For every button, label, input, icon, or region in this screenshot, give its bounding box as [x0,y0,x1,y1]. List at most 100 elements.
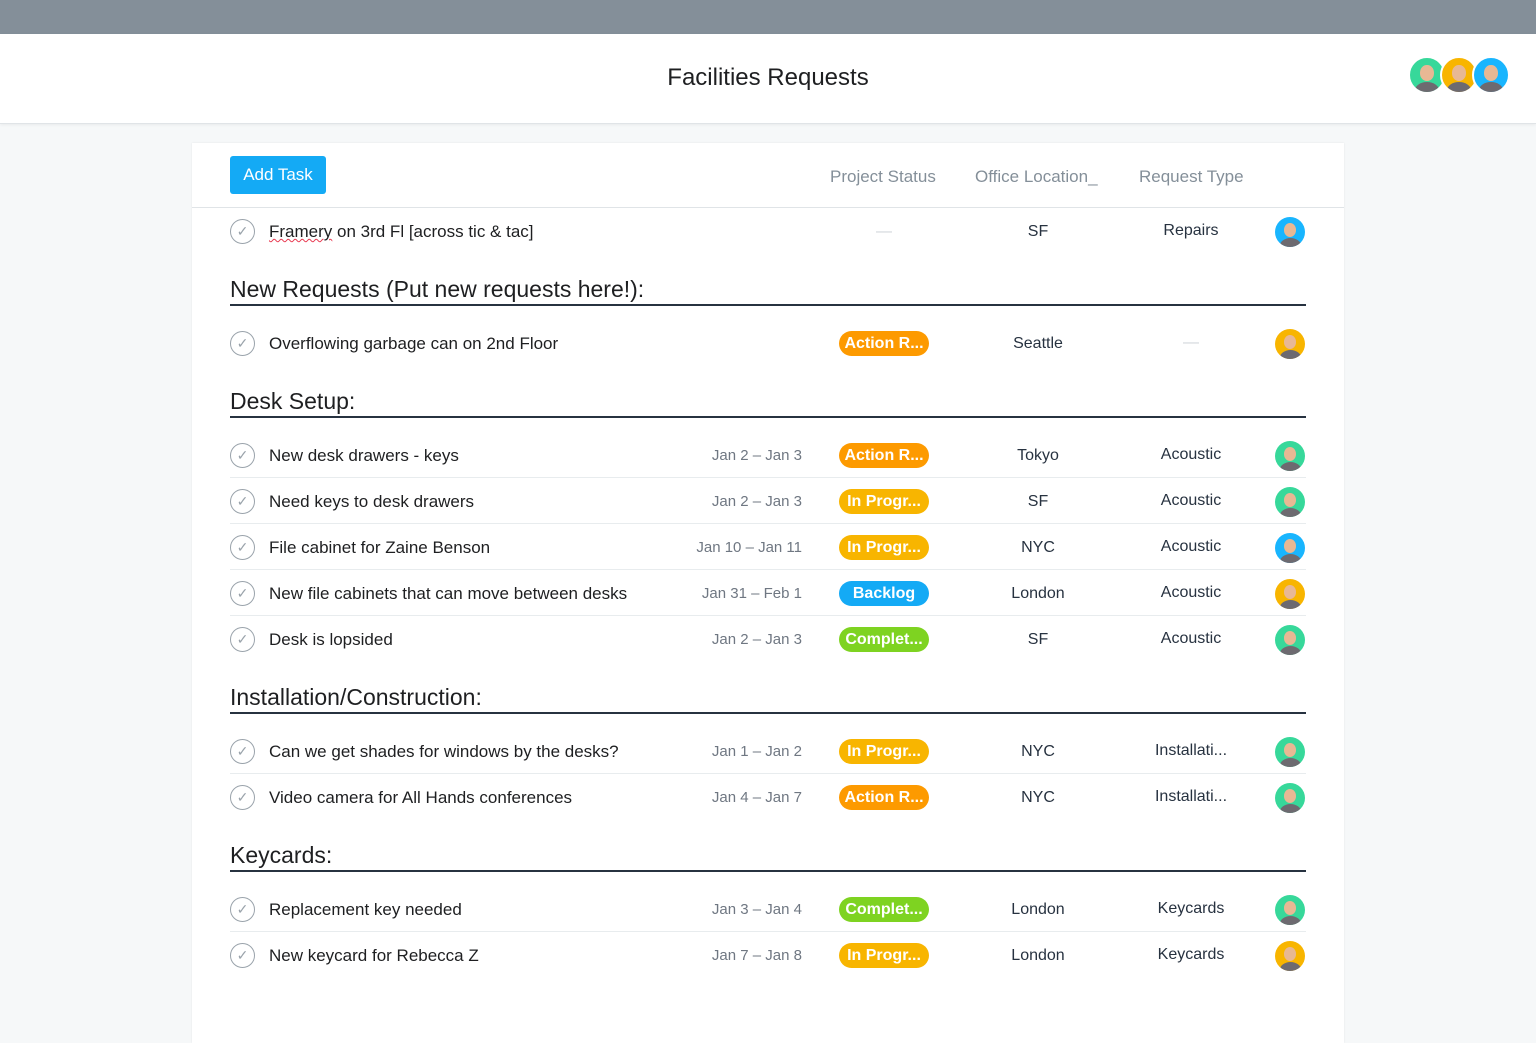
office-location[interactable]: SF [1027,223,1049,240]
task-row[interactable]: ✓ Video camera for All Hands conferences … [230,774,1306,820]
due-date[interactable]: Jan 2 – Jan 3 [711,447,802,464]
status-pill[interactable]: Action R... [839,443,929,468]
member-avatar[interactable] [1408,56,1446,94]
assignee-avatar[interactable] [1275,579,1305,609]
request-type[interactable]: Keycards [1157,946,1225,963]
request-type[interactable]: Installati... [1154,788,1228,805]
task-name[interactable]: New file cabinets that can move between … [269,584,628,603]
status-pill[interactable]: In Progr... [839,943,929,968]
section-header[interactable]: Installation/Construction: [230,662,1306,714]
status-pill[interactable]: In Progr... [839,535,929,560]
task-name[interactable]: File cabinet for Zaine Benson [269,538,491,557]
check-icon[interactable]: ✓ [230,739,255,764]
office-location[interactable]: Tokyo [1017,447,1059,464]
office-location[interactable]: London [1011,901,1065,918]
task-row[interactable]: ✓ Overflowing garbage can on 2nd Floor Ac… [230,320,1306,366]
task-row[interactable]: ✓ File cabinet for Zaine Benson Jan 10 – … [230,524,1306,570]
request-type[interactable]: Repairs [1163,222,1219,239]
due-date[interactable]: Jan 2 – Jan 3 [711,493,802,510]
task-row[interactable]: ✓ New file cabinets that can move between… [230,570,1306,616]
due-date[interactable]: Jan 4 – Jan 7 [711,789,802,806]
assignee-avatar[interactable] [1275,441,1305,471]
task-name[interactable]: Can we get shades for windows by the des… [269,742,619,761]
task-list: ✓ Framery on 3rd Fl [across tic & tac] —… [192,208,1344,978]
assignee-avatar[interactable] [1275,533,1305,563]
check-icon[interactable]: ✓ [230,785,255,810]
task-name[interactable]: Need keys to desk drawers [269,492,475,511]
section-header[interactable]: New Requests (Put new requests here!): [230,254,1306,306]
check-icon[interactable]: ✓ [230,443,255,468]
status-pill[interactable]: Complet... [839,897,929,922]
column-header-office-location[interactable]: Office Location_ [975,167,1098,186]
due-date[interactable]: Jan 31 – Feb 1 [701,585,802,602]
status-pill[interactable]: In Progr... [839,489,929,514]
task-row[interactable]: ✓ Need keys to desk drawers Jan 2 – Jan 3… [230,478,1306,524]
office-location[interactable]: London [1011,947,1065,964]
column-header-project-status[interactable]: Project Status [830,167,936,186]
status-pill[interactable]: Action R... [839,331,929,356]
check-icon[interactable]: ✓ [230,219,255,244]
office-location[interactable]: NYC [1021,789,1055,806]
request-type[interactable]: Acoustic [1160,492,1222,509]
assignee-avatar[interactable] [1275,487,1305,517]
task-name[interactable]: Replacement key needed [269,900,462,919]
assignee-avatar[interactable] [1275,895,1305,925]
status-pill[interactable]: Action R... [839,785,929,810]
office-location[interactable]: London [1011,585,1065,602]
task-name[interactable]: Framery on 3rd Fl [across tic & tac] [269,222,534,241]
section-header[interactable]: Keycards: [230,820,1306,872]
check-icon[interactable]: ✓ [230,489,255,514]
office-location[interactable]: NYC [1021,743,1055,760]
section-header[interactable]: Desk Setup: [230,366,1306,418]
due-date[interactable]: Jan 2 – Jan 3 [711,631,802,648]
task-name[interactable]: Video camera for All Hands conferences [269,788,573,807]
task-list-card: Add Task Project Status Office Location_… [192,143,1344,1043]
request-type[interactable]: Installati... [1154,742,1228,759]
check-icon[interactable]: ✓ [230,331,255,356]
task-name[interactable]: New keycard for Rebecca Z [269,946,479,965]
due-date[interactable]: Jan 10 – Jan 11 [696,539,802,556]
task-row[interactable]: ✓ Desk is lopsided Jan 2 – Jan 3 Complet.… [230,616,1306,662]
project-header: Facilities Requests [0,34,1536,124]
assignee-avatar[interactable] [1275,329,1305,359]
request-type[interactable]: Acoustic [1160,446,1222,463]
status-pill[interactable]: In Progr... [839,739,929,764]
assignee-avatar[interactable] [1275,941,1305,971]
request-type[interactable]: Acoustic [1160,538,1222,555]
check-icon[interactable]: ✓ [230,627,255,652]
status-pill[interactable]: Complet... [839,627,929,652]
assignee-avatar[interactable] [1275,783,1305,813]
member-avatar[interactable] [1472,56,1510,94]
due-date[interactable]: Jan 1 – Jan 2 [711,743,802,760]
office-location[interactable]: SF [1027,631,1049,648]
assignee-avatar[interactable] [1275,217,1305,247]
add-task-button[interactable]: Add Task [230,156,326,194]
office-location[interactable]: SF [1027,493,1049,510]
task-row[interactable]: ✓ Replacement key needed Jan 3 – Jan 4 Co… [230,886,1306,932]
assignee-avatar[interactable] [1275,625,1305,655]
request-type[interactable]: Keycards [1157,900,1225,917]
assignee-avatar[interactable] [1275,737,1305,767]
task-name[interactable]: Overflowing garbage can on 2nd Floor [269,334,559,353]
status-pill[interactable]: Backlog [839,581,929,606]
office-location[interactable]: NYC [1021,539,1055,556]
check-icon[interactable]: ✓ [230,581,255,606]
check-icon[interactable]: ✓ [230,943,255,968]
task-row[interactable]: ✓ Can we get shades for windows by the de… [230,728,1306,774]
project-members[interactable] [1408,56,1510,94]
check-icon[interactable]: ✓ [230,897,255,922]
task-row[interactable]: ✓ New desk drawers - keys Jan 2 – Jan 3 A… [230,432,1306,478]
request-type-empty[interactable]: — [1183,334,1199,351]
office-location[interactable]: Seattle [1013,335,1063,352]
request-type[interactable]: Acoustic [1160,630,1222,647]
status-empty[interactable]: — [876,223,892,240]
check-icon[interactable]: ✓ [230,535,255,560]
column-header-request-type[interactable]: Request Type [1139,167,1244,186]
task-name[interactable]: Desk is lopsided [269,630,393,649]
task-row[interactable]: ✓ Framery on 3rd Fl [across tic & tac] —… [230,208,1306,254]
due-date[interactable]: Jan 7 – Jan 8 [711,947,802,964]
request-type[interactable]: Acoustic [1160,584,1222,601]
due-date[interactable]: Jan 3 – Jan 4 [711,901,802,918]
task-name[interactable]: New desk drawers - keys [269,446,459,465]
task-row[interactable]: ✓ New keycard for Rebecca Z Jan 7 – Jan 8… [230,932,1306,978]
